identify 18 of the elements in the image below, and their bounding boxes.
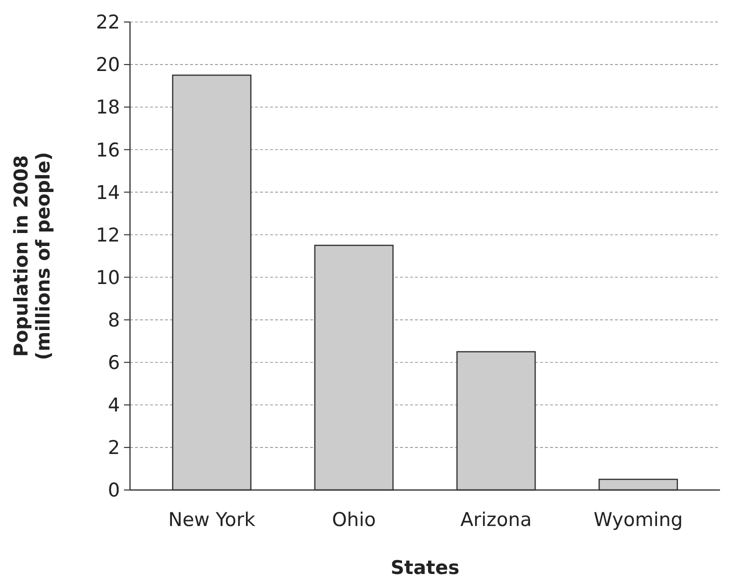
y-tick-label: 2	[108, 437, 120, 460]
y-tick-label: 6	[108, 352, 120, 374]
y-tick-label: 12	[96, 224, 120, 246]
y-tick-label: 16	[96, 139, 120, 162]
y-tick-label: 18	[96, 96, 120, 119]
x-tick-label: Ohio	[332, 509, 376, 531]
y-tick-label: 14	[96, 182, 120, 204]
y-tick-label: 20	[96, 54, 120, 76]
y-tick-label: 0	[108, 480, 120, 502]
x-tick-label: Wyoming	[594, 509, 683, 531]
x-tick-label: New York	[168, 509, 256, 531]
y-axis-title: Population in 2008 (millions of people)	[10, 152, 54, 360]
y-tick-label: 8	[108, 309, 120, 332]
x-axis-title: States	[390, 557, 460, 579]
y-tick-label: 10	[96, 266, 120, 289]
y-tick-label: 4	[108, 394, 120, 417]
y-tick-label: 22	[96, 12, 120, 34]
x-tick-label: Arizona	[460, 509, 532, 531]
